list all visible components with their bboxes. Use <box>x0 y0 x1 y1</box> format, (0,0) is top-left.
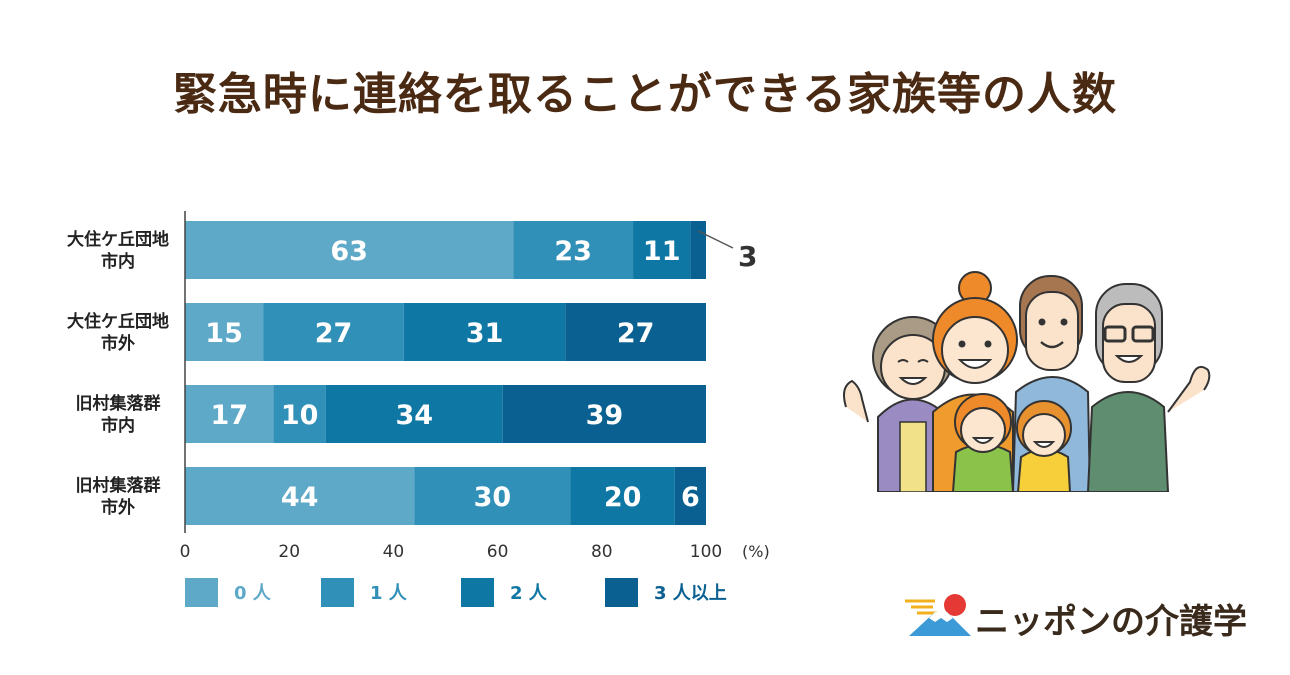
bar-value-label: 30 <box>474 482 512 513</box>
x-tick-label: 100 <box>690 542 722 562</box>
bar-segment <box>502 385 706 443</box>
bar-value-label: 27 <box>315 318 353 349</box>
x-tick-label: 40 <box>383 542 405 562</box>
category-label: 旧村集落群 <box>76 393 161 414</box>
category-label: 市内 <box>101 415 135 436</box>
category-label: 旧村集落群 <box>76 475 161 496</box>
x-tick-label: 20 <box>278 542 300 562</box>
bar-segment <box>185 303 264 361</box>
bar-value-label: 27 <box>617 318 655 349</box>
legend-label: 0 人 <box>234 583 272 604</box>
x-tick-label: 80 <box>591 542 613 562</box>
bar-segment <box>570 467 675 525</box>
bar-value-label: 6 <box>681 482 700 513</box>
bar-value-label: 44 <box>281 482 319 513</box>
legend-swatch <box>321 578 354 607</box>
bar-segment <box>273 385 326 443</box>
category-label: 大住ケ丘団地 <box>67 229 169 250</box>
category-label: 市外 <box>101 333 135 354</box>
x-axis-unit-label: (%) <box>742 542 770 561</box>
bar-segment <box>414 467 571 525</box>
bar-segment <box>690 221 706 279</box>
bar-segment <box>674 467 706 525</box>
page-title: 緊急時に連絡を取ることができる家族等の人数 <box>172 69 1118 120</box>
bar-value-label: 39 <box>586 400 624 431</box>
bar-segment <box>633 221 691 279</box>
legend-swatch <box>461 578 494 607</box>
bar-segment <box>565 303 706 361</box>
bar-segment <box>185 467 415 525</box>
category-label: 市外 <box>101 497 135 518</box>
legend-label: 1 人 <box>370 583 408 604</box>
family-illustration-icon <box>843 271 1211 492</box>
bar-value-label: 63 <box>330 236 368 267</box>
brand-logo: ニッポンの介護学 <box>903 592 1263 642</box>
legend-label: 3 人以上 <box>654 583 727 604</box>
mount-fuji-sun-logo-icon <box>905 594 971 636</box>
bar-value-label: 31 <box>466 318 504 349</box>
bar-segment <box>185 221 514 279</box>
bar-value-label: 11 <box>643 236 681 267</box>
bar-value-label: 17 <box>210 400 248 431</box>
bar-segment <box>325 385 503 443</box>
bar-segment <box>263 303 404 361</box>
bar-segment <box>513 221 634 279</box>
bar-value-label: 23 <box>554 236 592 267</box>
x-tick-label: 60 <box>487 542 509 562</box>
callout-line <box>697 230 734 249</box>
bar-segment <box>403 303 566 361</box>
category-label: 大住ケ丘団地 <box>67 311 169 332</box>
bar-segment <box>185 385 274 443</box>
bar-value-label: 10 <box>281 400 319 431</box>
brand-name: ニッポンの介護学 <box>975 602 1247 642</box>
bar-value-label: 20 <box>604 482 642 513</box>
category-label: 市内 <box>101 251 135 272</box>
bar-value-label: 15 <box>205 318 243 349</box>
bar-value-label: 34 <box>395 400 433 431</box>
callout-value-label: 3 <box>738 240 757 273</box>
legend-swatch <box>185 578 218 607</box>
legend-swatch <box>605 578 638 607</box>
x-tick-label: 0 <box>180 542 191 562</box>
legend-label: 2 人 <box>510 583 548 604</box>
